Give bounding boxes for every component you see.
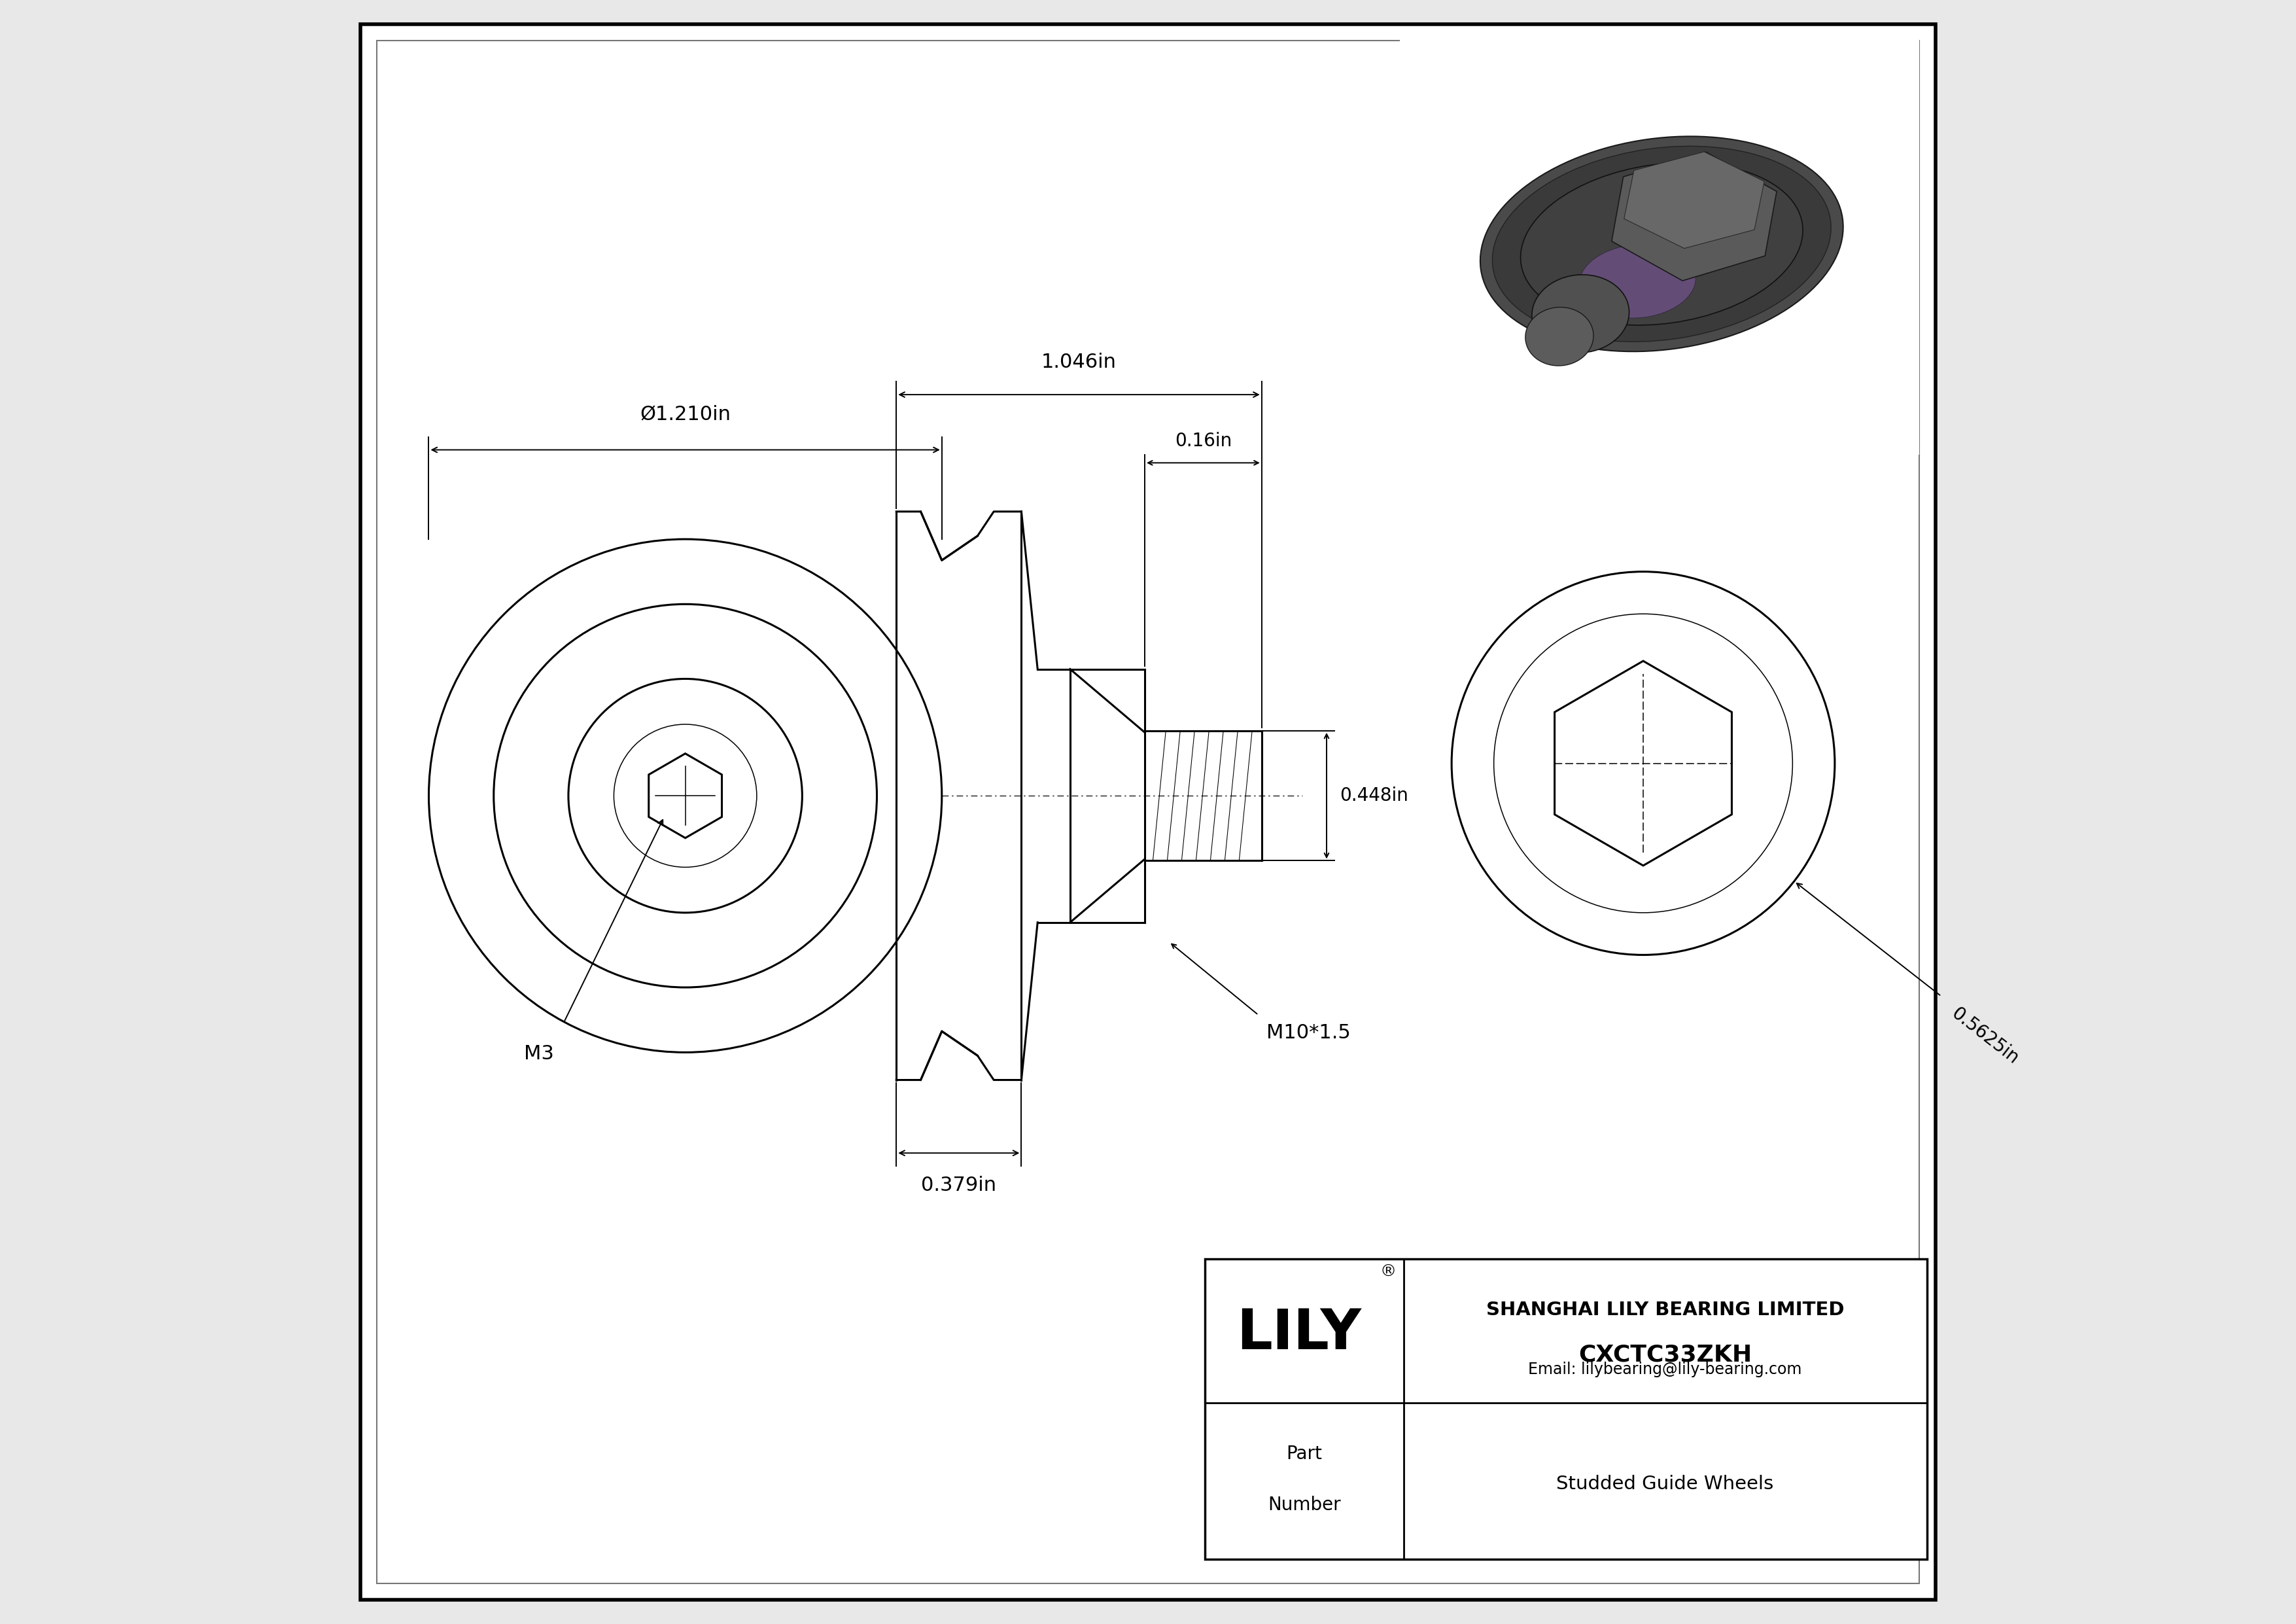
- Text: M3: M3: [523, 1044, 553, 1064]
- Polygon shape: [1554, 661, 1731, 866]
- Circle shape: [1600, 721, 1685, 806]
- Text: Part: Part: [1286, 1445, 1322, 1463]
- Text: 1.046in: 1.046in: [1042, 352, 1116, 372]
- Text: LILY: LILY: [1238, 1307, 1362, 1361]
- FancyBboxPatch shape: [360, 24, 1936, 1600]
- Text: Ø1.210in: Ø1.210in: [641, 404, 730, 424]
- Ellipse shape: [1481, 136, 1844, 351]
- Circle shape: [1451, 572, 1835, 955]
- Polygon shape: [1612, 153, 1777, 281]
- Text: Email: lilybearing@lily-bearing.com: Email: lilybearing@lily-bearing.com: [1529, 1363, 1802, 1377]
- Ellipse shape: [1492, 146, 1830, 341]
- Polygon shape: [650, 754, 721, 838]
- Text: CXCTC33ZKH: CXCTC33ZKH: [1577, 1343, 1752, 1366]
- Text: 0.448in: 0.448in: [1339, 786, 1407, 806]
- FancyBboxPatch shape: [1401, 32, 1919, 455]
- Circle shape: [569, 679, 801, 913]
- FancyBboxPatch shape: [1205, 1259, 1926, 1559]
- Ellipse shape: [1531, 274, 1630, 352]
- Text: Studded Guide Wheels: Studded Guide Wheels: [1557, 1475, 1775, 1492]
- Ellipse shape: [1580, 245, 1697, 318]
- Ellipse shape: [1525, 307, 1593, 365]
- Text: 0.379in: 0.379in: [921, 1176, 996, 1195]
- Circle shape: [494, 604, 877, 987]
- Circle shape: [613, 724, 758, 867]
- Text: 0.16in: 0.16in: [1176, 432, 1231, 450]
- Circle shape: [429, 539, 941, 1052]
- Text: Number: Number: [1267, 1496, 1341, 1514]
- Text: SHANGHAI LILY BEARING LIMITED: SHANGHAI LILY BEARING LIMITED: [1486, 1301, 1844, 1319]
- Text: 0.5625in: 0.5625in: [1947, 1004, 2023, 1069]
- Text: ®: ®: [1380, 1263, 1396, 1280]
- Circle shape: [1495, 614, 1793, 913]
- Text: M10*1.5: M10*1.5: [1267, 1023, 1350, 1043]
- Circle shape: [1573, 692, 1715, 835]
- Polygon shape: [1623, 151, 1763, 248]
- Ellipse shape: [1520, 162, 1802, 325]
